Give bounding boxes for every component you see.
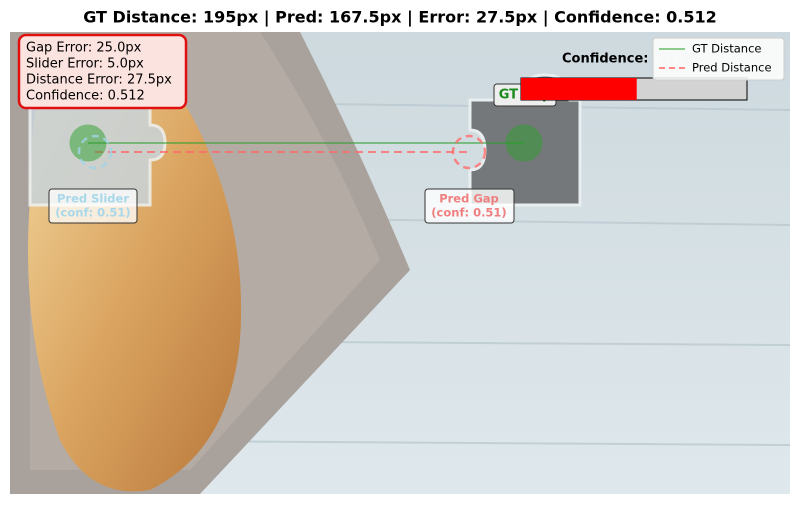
info-line: Distance Error: 27.5px: [26, 73, 172, 88]
title: GT Distance: 195px | Pred: 167.5px | Err…: [83, 8, 717, 28]
gt-slider-marker: [69, 124, 107, 162]
legend-box: [652, 37, 785, 81]
confidence-fill: [521, 78, 637, 100]
pred-slider-marker: [77, 134, 113, 170]
pred-gap-conf: (conf: 0.51): [431, 206, 506, 220]
pred-gap-label: Pred Gap: [439, 192, 499, 206]
confidence-label: Confidence:: [562, 52, 648, 67]
pred-slider-label-box: [48, 188, 138, 224]
info-line: Confidence: 0.512: [26, 89, 145, 104]
info-box: Gap Error: 25.0px Slider Error: 5.0px Di…: [17, 33, 188, 110]
info-line: Gap Error: 25.0px: [26, 41, 142, 56]
legend-label: GT Distance: [692, 42, 761, 56]
pred-slider-conf: (conf: 0.51): [55, 206, 130, 220]
pred-slider-label: Pred Slider: [57, 192, 129, 206]
pred-gap-marker: [451, 134, 487, 170]
legend-label: Pred Distance: [692, 61, 772, 75]
pred-gap-label-box: [424, 188, 515, 224]
info-line: Slider Error: 5.0px: [26, 57, 144, 72]
legend: GT Distance Pred Distance: [652, 37, 785, 81]
info-box-frame: [17, 33, 188, 110]
gt-gap-marker: [505, 124, 543, 162]
